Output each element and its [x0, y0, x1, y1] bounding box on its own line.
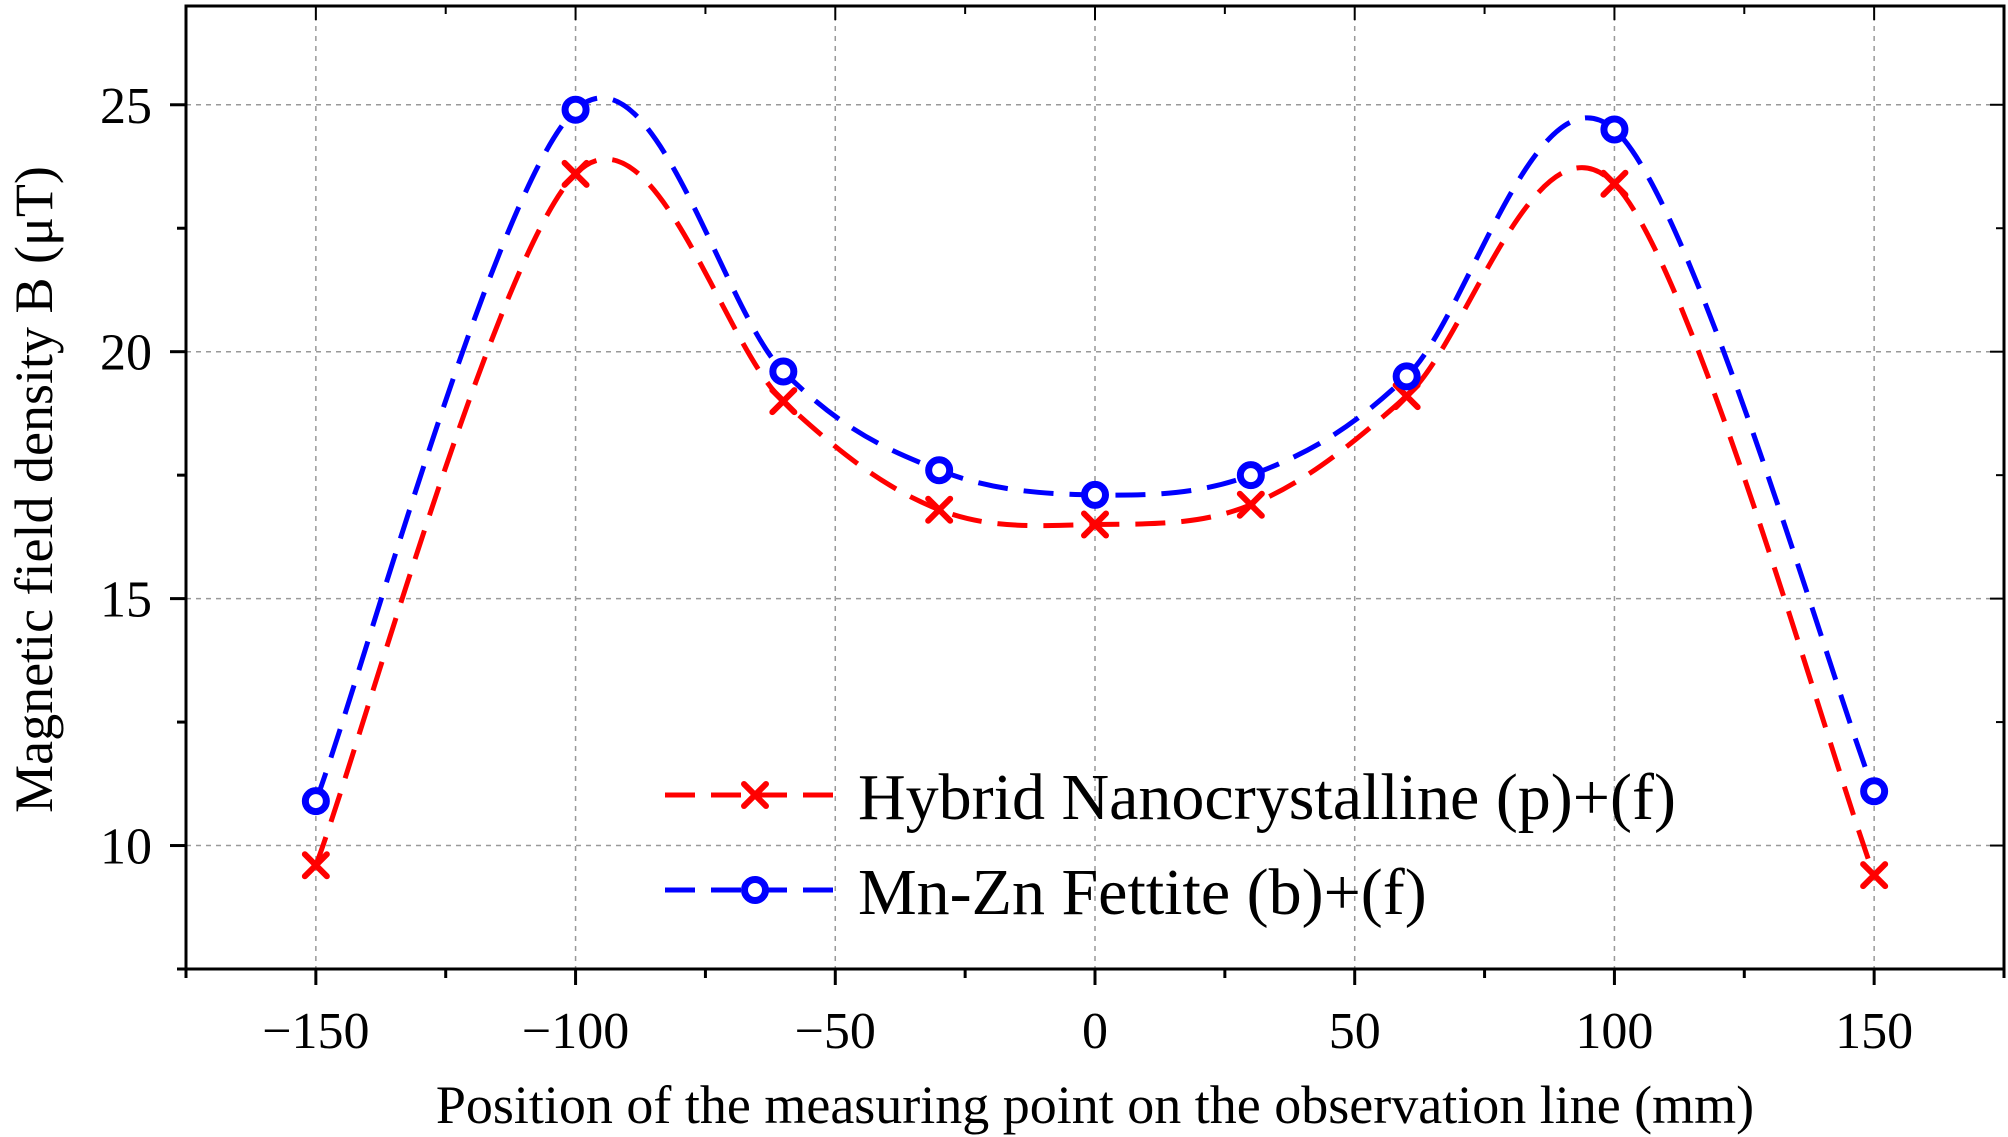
- x-tick-label: −150: [262, 1003, 369, 1060]
- axis-ticks: [170, 6, 2006, 985]
- x-tick-label: 50: [1329, 1003, 1381, 1060]
- legend-item-2: Mn-Zn Fettite (b)+(f): [665, 856, 1427, 929]
- series-layer: [301, 95, 1889, 890]
- data-point: [1392, 362, 1421, 391]
- marker-stroke: [1860, 861, 1889, 890]
- marker-stroke: [925, 495, 954, 524]
- y-tick-label: 25: [100, 78, 152, 135]
- legend-label: Mn-Zn Fettite (b)+(f): [858, 856, 1427, 929]
- data-point: [769, 387, 798, 416]
- data-point: [1600, 169, 1629, 198]
- y-tick-labels: 10 15 20 25: [100, 78, 152, 876]
- y-tick-label: 10: [100, 819, 152, 876]
- marker-stroke: [301, 851, 330, 880]
- y-tick-label: 15: [100, 572, 152, 629]
- y-axis-title: Magnetic field density B (μT): [4, 166, 64, 813]
- marker-stroke: [741, 781, 769, 809]
- data-point: [1860, 777, 1889, 806]
- data-point: [925, 495, 954, 524]
- x-axis-title: Position of the measuring point on the o…: [436, 1075, 1754, 1135]
- x-tick-label: −50: [795, 1003, 876, 1060]
- data-point: [1236, 461, 1265, 490]
- x-tick-labels: −150 −100 −50 0 50 100 150: [262, 1003, 1913, 1060]
- data-point: [561, 95, 590, 124]
- x-tick-label: 0: [1082, 1003, 1108, 1060]
- data-point: [1600, 115, 1629, 144]
- marker-stroke: [769, 387, 798, 416]
- x-tick-label: −100: [522, 1003, 629, 1060]
- x-tick-label: 100: [1575, 1003, 1653, 1060]
- data-point: [561, 159, 590, 188]
- data-point: [1860, 861, 1889, 890]
- data-point: [925, 456, 954, 485]
- marker-stroke: [561, 159, 590, 188]
- marker-stroke: [1236, 490, 1265, 519]
- legend-marker: [741, 781, 769, 809]
- x-tick-label: 150: [1835, 1003, 1913, 1060]
- data-point: [1236, 490, 1265, 519]
- data-point: [301, 787, 330, 816]
- legend-marker: [741, 876, 769, 904]
- legend-label: Hybrid Nanocrystalline (p)+(f): [858, 761, 1676, 834]
- marker-stroke: [1081, 510, 1109, 539]
- marker-stroke: [1600, 169, 1629, 198]
- data-point: [1081, 480, 1109, 509]
- series-1: [301, 156, 1889, 890]
- data-point: [1081, 510, 1109, 539]
- legend: Hybrid Nanocrystalline (p)+(f) Mn-Zn Fett…: [665, 761, 1676, 929]
- data-point: [769, 357, 798, 386]
- marker-stroke: [1392, 382, 1421, 411]
- data-point: [1392, 382, 1421, 411]
- data-point: [301, 851, 330, 880]
- legend-item-1: Hybrid Nanocrystalline (p)+(f): [665, 761, 1676, 834]
- y-tick-label: 20: [100, 325, 152, 382]
- series-2: [301, 95, 1889, 816]
